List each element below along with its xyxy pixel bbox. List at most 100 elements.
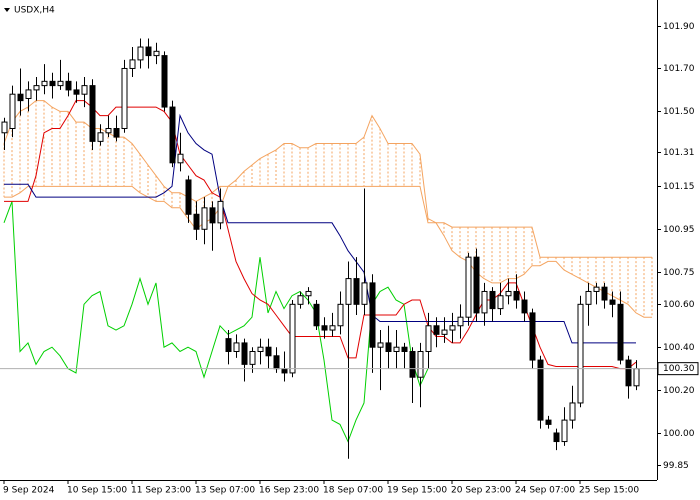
candle-body bbox=[89, 85, 96, 142]
y-tick-label: 101.15 bbox=[663, 182, 695, 192]
candle-body bbox=[185, 179, 192, 215]
candle-body bbox=[25, 89, 32, 99]
candle-body bbox=[529, 312, 536, 361]
candle-body bbox=[9, 93, 16, 130]
candle-body bbox=[121, 67, 128, 130]
symbol-menu-arrow[interactable] bbox=[4, 8, 10, 12]
plot-area bbox=[0, 38, 657, 459]
y-tick-label: 100.20 bbox=[663, 386, 695, 396]
candle-body bbox=[617, 303, 624, 361]
candle-body bbox=[553, 432, 560, 443]
candle-body bbox=[545, 419, 552, 425]
x-tick-label: 16 Sep 23:00 bbox=[259, 486, 319, 496]
candle-body bbox=[65, 80, 72, 91]
candle-body bbox=[169, 106, 176, 164]
candle-body bbox=[129, 59, 136, 69]
candle-body bbox=[569, 402, 576, 421]
candle-body bbox=[369, 282, 376, 348]
candle-body bbox=[521, 299, 528, 314]
x-tick-label: 13 Sep 07:00 bbox=[195, 486, 255, 496]
candle-body bbox=[161, 55, 168, 108]
indicator-line bbox=[3, 201, 429, 443]
candle-body bbox=[497, 295, 504, 310]
candle-body bbox=[337, 303, 344, 327]
candle-body bbox=[505, 290, 512, 297]
candle-body bbox=[201, 207, 208, 230]
candle-body bbox=[249, 350, 256, 365]
candle-body bbox=[297, 295, 304, 305]
candle-body bbox=[385, 342, 392, 352]
candle-body bbox=[49, 80, 56, 87]
y-tick-label: 101.50 bbox=[663, 107, 695, 117]
candle-body bbox=[193, 213, 200, 230]
current-price-box bbox=[657, 362, 699, 376]
candle-body bbox=[273, 355, 280, 370]
candle-body bbox=[425, 325, 432, 352]
candle-body bbox=[433, 325, 440, 335]
candle-body bbox=[409, 350, 416, 378]
candle-body bbox=[305, 290, 312, 297]
candle-body bbox=[217, 200, 224, 224]
y-tick-label: 100.40 bbox=[663, 343, 695, 353]
candle-body bbox=[241, 342, 248, 365]
candle-body bbox=[353, 278, 360, 305]
y-tick-label: 101.70 bbox=[663, 64, 695, 74]
candle-body bbox=[625, 359, 632, 387]
candle-body bbox=[321, 325, 328, 331]
candle-body bbox=[209, 207, 216, 224]
candle-body bbox=[489, 290, 496, 310]
candle-body bbox=[73, 89, 80, 95]
candle-body bbox=[377, 342, 384, 348]
y-tick-label: 100.00 bbox=[663, 429, 695, 439]
x-tick-label: 11 Sep 23:00 bbox=[131, 486, 191, 496]
candle-body bbox=[113, 128, 120, 138]
x-tick-label: 24 Sep 07:00 bbox=[515, 486, 575, 496]
candle-body bbox=[457, 316, 464, 327]
candle-body bbox=[361, 282, 368, 305]
candle-body bbox=[585, 290, 592, 305]
candle-body bbox=[57, 80, 64, 87]
candle-body bbox=[145, 46, 152, 57]
candle-body bbox=[153, 50, 160, 57]
candle-body bbox=[345, 278, 352, 305]
x-tick-label: 10 Sep 15:00 bbox=[67, 486, 127, 496]
candle-body bbox=[177, 153, 184, 164]
x-tick-label: 19 Sep 15:00 bbox=[387, 486, 447, 496]
candle-body bbox=[33, 85, 40, 91]
candle-body bbox=[473, 256, 480, 314]
candle-body bbox=[449, 325, 456, 331]
candle-body bbox=[577, 303, 584, 404]
candle-body bbox=[417, 350, 424, 378]
candle-body bbox=[609, 299, 616, 305]
y-tick-label: 101.31 bbox=[663, 148, 695, 158]
candle-body bbox=[17, 93, 24, 102]
candle-body bbox=[97, 132, 104, 142]
y-tick-label: 100.75 bbox=[663, 268, 695, 278]
candle-body bbox=[225, 338, 232, 352]
candle-body bbox=[481, 290, 488, 314]
candle-body bbox=[233, 342, 240, 352]
y-tick-label: 101.90 bbox=[663, 22, 695, 32]
candle-body bbox=[633, 368, 640, 387]
candle-body bbox=[137, 46, 144, 61]
current-price-label: 100.30 bbox=[663, 364, 695, 374]
candle-body bbox=[41, 80, 48, 87]
x-tick-label: 20 Sep 23:00 bbox=[451, 486, 511, 496]
candle-body bbox=[281, 368, 288, 374]
candle-body bbox=[257, 346, 264, 352]
x-tick-label: 18 Sep 07:00 bbox=[323, 486, 383, 496]
y-tick-label: 100.60 bbox=[663, 300, 695, 310]
candle-body bbox=[441, 329, 448, 335]
candle-body bbox=[465, 256, 472, 318]
x-tick-label: 9 Sep 2024 bbox=[3, 486, 55, 496]
candle-body bbox=[1, 121, 8, 134]
x-tick-label: 25 Sep 15:00 bbox=[579, 486, 639, 496]
candle-body bbox=[393, 346, 400, 352]
candle-body bbox=[537, 359, 544, 421]
candle-body bbox=[105, 128, 112, 134]
candle-body bbox=[81, 85, 88, 95]
y-tick-label: 99.85 bbox=[663, 461, 689, 471]
candle-body bbox=[329, 325, 336, 331]
candle-body bbox=[401, 346, 408, 352]
